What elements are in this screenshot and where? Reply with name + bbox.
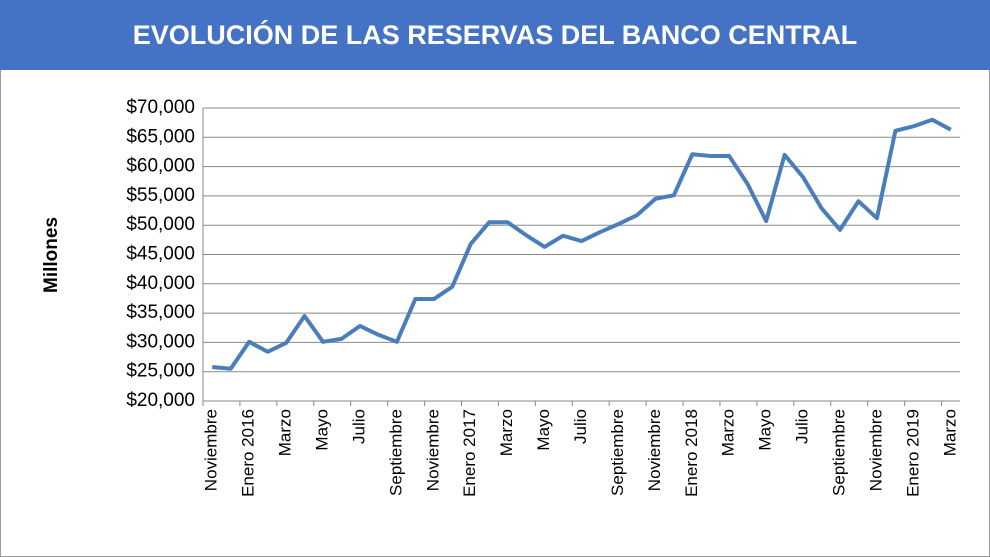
- x-tick-label: Marzo: [940, 409, 959, 456]
- x-tick-label: Noviembre: [645, 409, 664, 491]
- x-tick-label: Enero 2019: [903, 409, 922, 497]
- y-tick-label: $20,000: [126, 390, 195, 411]
- x-tick-label: Marzo: [719, 409, 738, 456]
- y-tick-label: $50,000: [126, 214, 195, 235]
- y-tick-label: $40,000: [126, 273, 195, 294]
- x-tick-label: Mayo: [312, 409, 331, 451]
- x-tick-label: Marzo: [276, 409, 295, 456]
- x-tick-label: Julio: [349, 409, 368, 444]
- x-tick-label: Enero 2016: [239, 409, 258, 497]
- chart-title: EVOLUCIÓN DE LAS RESERVAS DEL BANCO CENT…: [133, 19, 858, 50]
- x-tick-label: Mayo: [534, 409, 553, 451]
- y-tick-label: $35,000: [126, 302, 195, 323]
- x-tick-label: Noviembre: [423, 409, 442, 491]
- x-tick-label: Mayo: [756, 409, 775, 451]
- y-tick-label: $30,000: [126, 331, 195, 352]
- x-tick-label: Julio: [793, 409, 812, 444]
- data-line: [212, 117, 952, 371]
- y-tick-label: $60,000: [126, 156, 195, 177]
- x-tick-label: Septiembre: [829, 409, 848, 496]
- x-tick-label: Enero 2018: [682, 409, 701, 497]
- x-tick-label: Noviembre: [202, 409, 221, 491]
- x-tick-label: Enero 2017: [460, 409, 479, 497]
- y-tick-label: $55,000: [126, 185, 195, 206]
- x-tick-label: Marzo: [497, 409, 516, 456]
- y-tick-label: $70,000: [126, 97, 195, 118]
- x-tick-label: Septiembre: [608, 409, 627, 496]
- x-tick-label: Septiembre: [386, 409, 405, 496]
- x-tick-label: Julio: [571, 409, 590, 444]
- y-tick-label: $25,000: [126, 361, 195, 382]
- x-tick-label: Noviembre: [866, 409, 885, 491]
- y-axis-label: Millones: [41, 217, 62, 293]
- title-bar: [0, 0, 990, 70]
- y-tick-label: $65,000: [126, 126, 195, 147]
- y-tick-label: $45,000: [126, 244, 195, 265]
